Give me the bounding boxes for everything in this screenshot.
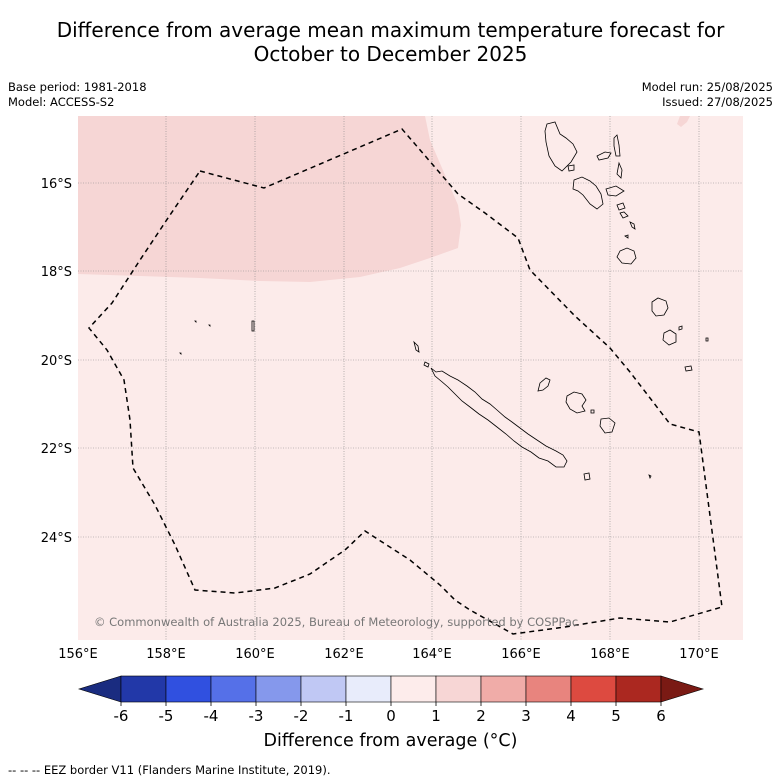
tongoa-islet [629, 221, 636, 230]
colorbar-tick-label: -5 [159, 707, 174, 725]
colorbar-bin [300, 675, 347, 703]
colorbar-bin [525, 675, 572, 703]
ouvea-coastline [537, 377, 551, 392]
lon-label: 160°E [235, 647, 275, 662]
lon-label: 164°E [412, 647, 452, 662]
lat-label: 22°S [41, 442, 72, 457]
belep-islands [413, 340, 420, 353]
lat-labels: 16°S 18°S 20°S 22°S 24°S [41, 177, 72, 546]
colorbar [77, 675, 705, 703]
aneityum-coastline [684, 365, 693, 372]
colorbar-bin [615, 675, 662, 703]
lon-label: 158°E [146, 647, 186, 662]
chesterfield-islet-1 [194, 320, 197, 323]
lon-label: 170°E [679, 647, 719, 662]
chesterfield-main [251, 320, 255, 332]
meta-left: Base period: 1981-2018 Model: ACCESS-S2 [8, 80, 147, 110]
map-title: Difference from average mean maximum tem… [0, 18, 781, 66]
colorbar-bin [210, 675, 257, 703]
colorbar-tick-label: -2 [294, 707, 309, 725]
meta-right: Model run: 25/08/2025 Issued: 27/08/2025 [642, 80, 773, 110]
colorbar-tick-label: -1 [339, 707, 354, 725]
colorbar-under-triangle [77, 675, 122, 703]
colorbar-bin [165, 675, 212, 703]
colorbar-bin [390, 675, 437, 703]
walpole-islet [648, 474, 652, 480]
shaded-region-1-to-2 [78, 116, 461, 282]
ambrym-coastline [605, 185, 625, 197]
lat-label: 18°S [41, 265, 72, 280]
colorbar-tick-label: 2 [476, 707, 486, 725]
issued-date: Issued: 27/08/2025 [662, 95, 773, 109]
lon-label: 162°E [324, 647, 364, 662]
chesterfield-islet-2 [208, 324, 211, 327]
colorbar-tick-label: 3 [521, 707, 531, 725]
lat-label: 24°S [41, 531, 72, 546]
lifou-coastline [565, 391, 587, 414]
copyright-text: © Commonwealth of Australia 2025, Bureau… [94, 615, 578, 629]
futuna-islet [705, 337, 709, 342]
colorbar-label: Difference from average (°C) [263, 731, 518, 751]
base-period: Base period: 1981-2018 [8, 80, 147, 94]
colorbar-tick-label: 4 [566, 707, 576, 725]
shepherd-islets [619, 211, 629, 219]
malekula-coastline [572, 176, 604, 210]
colorbar-over-triangle [660, 675, 705, 703]
new-caledonia-coastline [430, 367, 568, 468]
lon-label: 166°E [501, 647, 541, 662]
colorbar-bin [345, 675, 392, 703]
colorbar-tick-label: 0 [386, 707, 396, 725]
colorbar-tick-label: -6 [114, 707, 129, 725]
colorbar-tick-label: 6 [656, 707, 666, 725]
emae-islet [624, 234, 629, 239]
gridlines [78, 116, 743, 640]
islet-nc-north [423, 361, 430, 368]
colorbar-bin [570, 675, 617, 703]
lat-label: 16°S [41, 177, 72, 192]
ambae-coastline [596, 151, 612, 161]
aniwa-islet [678, 325, 683, 331]
title-line-1: Difference from average mean maximum tem… [56, 18, 725, 42]
lon-label: 156°E [58, 647, 98, 662]
maewo-coastline [613, 134, 621, 157]
efate-coastline [616, 247, 637, 265]
colorbar-tick-label: -3 [249, 707, 264, 725]
tanna-coastline [662, 329, 677, 346]
model-run: Model run: 25/08/2025 [641, 80, 773, 94]
colorbar-bin [255, 675, 302, 703]
espiritu-santo-coastline [544, 121, 578, 172]
pentecost-coastline [616, 161, 623, 179]
colorbar-tick-label: 5 [611, 707, 621, 725]
colorbar-bin [435, 675, 482, 703]
lat-label: 20°S [41, 354, 72, 369]
eez-border [88, 128, 723, 635]
title-line-2: October to December 2025 [253, 42, 528, 66]
malo-islet [567, 164, 575, 172]
colorbar-ticks: -6 -5 -4 -3 -2 -1 0 1 2 3 4 5 6 [114, 702, 666, 725]
colorbar-tick-label: 1 [431, 707, 441, 725]
colorbar-bin [480, 675, 527, 703]
chesterfield-islet-3 [179, 352, 182, 355]
lon-label: 168°E [590, 647, 630, 662]
isle-of-pines [583, 472, 591, 481]
shaded-region-top-right [677, 116, 690, 127]
lon-labels: 156°E 158°E 160°E 162°E 164°E 166°E 168°… [58, 647, 719, 662]
mare-coastline [599, 417, 616, 434]
colorbar-bin [120, 675, 167, 703]
colorbar-tick-label: -4 [204, 707, 219, 725]
epi-coastline [616, 202, 626, 211]
model-name: Model: ACCESS-S2 [8, 95, 115, 109]
eez-legend-note: -- -- -- EEZ border V11 (Flanders Marine… [8, 763, 331, 777]
erromango-coastline [651, 297, 669, 317]
tiga-islet [590, 409, 595, 414]
